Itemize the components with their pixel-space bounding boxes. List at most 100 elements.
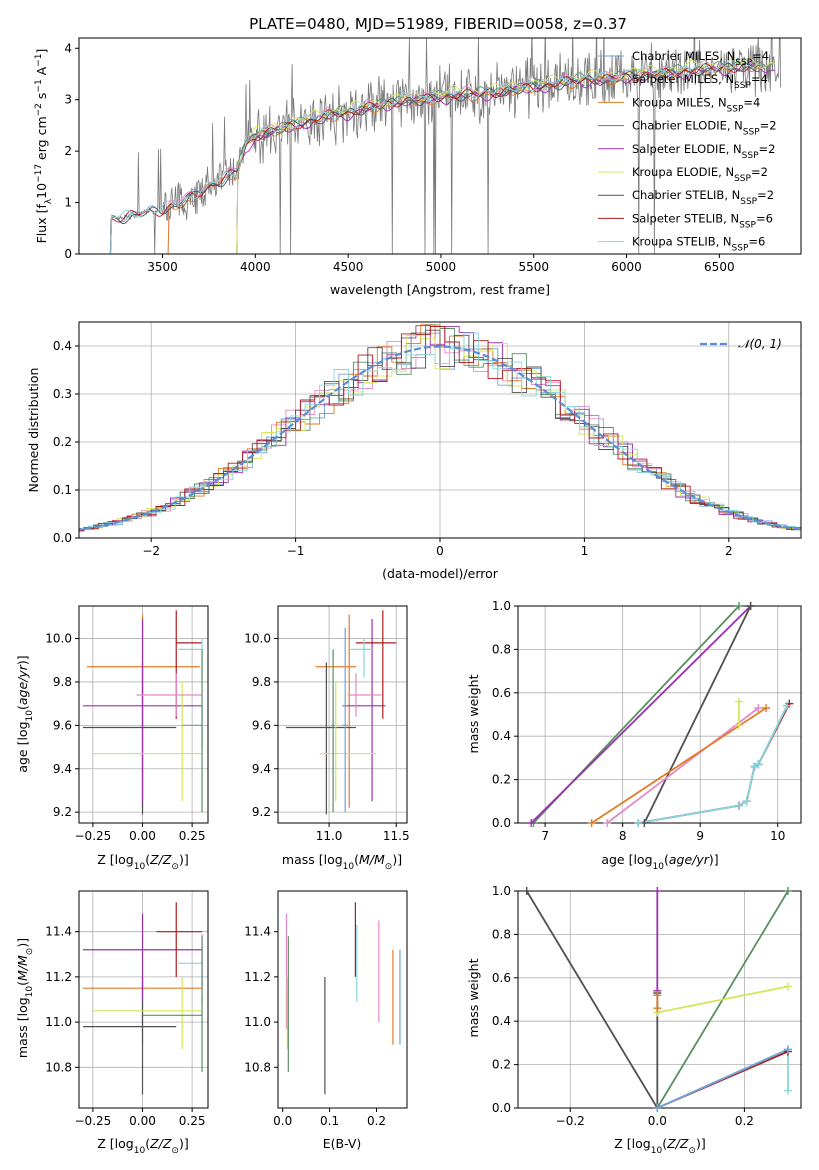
legend-label-salpeter_elodie: Salpeter ELODIE, NSSP=2 bbox=[632, 142, 775, 161]
x-tick-label: 6500 bbox=[704, 260, 735, 274]
y-axis-label: age [log10(age/yr)] bbox=[15, 655, 35, 772]
y-tick-label: 0.3 bbox=[53, 387, 72, 401]
y-tick-label: 10.8 bbox=[244, 1060, 271, 1074]
y-tick-label: 2 bbox=[64, 144, 72, 158]
data-spectrum-line bbox=[108, 38, 781, 254]
y-axis-label: mass weight bbox=[466, 958, 481, 1037]
y-axis-label: mass weight bbox=[466, 674, 481, 753]
x-axis-label: E(B-V) bbox=[323, 1136, 362, 1151]
x-tick-label: 0.2 bbox=[735, 1114, 754, 1128]
y-tick-label: 1.0 bbox=[492, 599, 511, 613]
x-tick-label: 4000 bbox=[240, 260, 271, 274]
x-tick-label: 0.2 bbox=[367, 1114, 386, 1128]
weight-marker-chabrier_stelib bbox=[522, 887, 531, 895]
x-tick-label: 0.0 bbox=[648, 1114, 667, 1128]
y-tick-label: 4 bbox=[64, 41, 72, 55]
y-tick-label: 0.6 bbox=[492, 971, 511, 985]
weight-marker-kroupa_stelib bbox=[634, 819, 643, 827]
y-tick-label: 11.4 bbox=[244, 925, 271, 939]
legend-label-salpeter_miles: Salpeter MILES, NSSP=4 bbox=[632, 72, 768, 91]
plot-area bbox=[79, 324, 801, 532]
y-tick-label: 10.0 bbox=[45, 632, 72, 646]
y-tick-label: 9.8 bbox=[252, 675, 271, 689]
y-tick-label: 0 bbox=[64, 247, 72, 261]
x-tick-label: −1 bbox=[287, 544, 305, 558]
x-tick-label: −0.25 bbox=[75, 829, 112, 843]
weight-marker-kroupa_miles bbox=[653, 991, 662, 1000]
weight-marker-salpeter_miles bbox=[603, 819, 612, 827]
panel-mass_vs_ebv: 0.0 0.1 0.2 10.8 11.0 11.2 11.4 E(B-V) bbox=[244, 890, 408, 1151]
y-tick-label: 0.4 bbox=[53, 339, 72, 353]
weight-line-chabrier_miles bbox=[656, 1048, 789, 1108]
y-tick-label: 11.2 bbox=[244, 970, 271, 984]
legend-label-kroupa_miles: Kroupa MILES, NSSP=4 bbox=[632, 95, 760, 114]
weight-marker-kroupa_elodie bbox=[734, 697, 743, 706]
y-tick-label: 11.0 bbox=[244, 1015, 271, 1029]
y-axis-label: Flux [fλ10−17 erg cm−2 s−1 A−1] bbox=[34, 49, 54, 244]
weight-marker-chabrier_stelib bbox=[746, 602, 755, 610]
x-tick-label: 9 bbox=[696, 829, 704, 843]
legend-label-kroupa_stelib: Kroupa STELIB, NSSP=6 bbox=[632, 235, 765, 254]
panel-age_vs_z: −0.25 0.00 0.25 9.2 9.4 9.6 9.8 10.0 Z [log10(Z/… bbox=[15, 605, 209, 872]
plot-area bbox=[286, 610, 397, 815]
panel-age_vs_mass: 11.0 11.5 9.2 9.4 9.6 9.8 10.0 mass [log10(M/M⊙… bbox=[244, 605, 410, 872]
weight-line-salpeter_elodie bbox=[530, 606, 752, 823]
x-tick-label: 5000 bbox=[426, 260, 457, 274]
y-tick-label: 9.2 bbox=[252, 805, 271, 819]
weight-marker-chabrier_miles bbox=[783, 1045, 792, 1054]
x-axis-label: Z [log10(Z/Z⊙)] bbox=[614, 1136, 705, 1156]
y-tick-label: 0.8 bbox=[492, 927, 511, 941]
weight-marker-kroupa_miles bbox=[762, 703, 771, 712]
weight-marker-salpeter_elodie bbox=[653, 887, 662, 895]
x-axis-label: age [log10(age/yr)] bbox=[601, 852, 718, 872]
x-tick-label: 0.1 bbox=[320, 1114, 339, 1128]
plot-area bbox=[530, 606, 791, 823]
weight-line-salpeter_miles bbox=[606, 707, 759, 823]
y-tick-label: 0.0 bbox=[492, 816, 511, 830]
y-tick-label: 0.4 bbox=[492, 1014, 511, 1028]
x-tick-label: 0 bbox=[436, 544, 444, 558]
model-line-chabrier_stelib bbox=[110, 62, 761, 254]
legend-label-chabrier_miles: Chabrier MILES, NSSP=4 bbox=[632, 49, 769, 68]
x-tick-label: 0.0 bbox=[273, 1114, 292, 1128]
x-tick-label: 5500 bbox=[518, 260, 549, 274]
y-tick-label: 0.6 bbox=[492, 686, 511, 700]
plot-area bbox=[525, 891, 789, 1108]
plot-area bbox=[82, 610, 203, 815]
y-tick-label: 11.4 bbox=[45, 925, 72, 939]
weight-line-kroupa_miles bbox=[591, 707, 767, 823]
x-tick-label: 0.00 bbox=[129, 1114, 156, 1128]
model-line-kroupa_stelib bbox=[110, 58, 760, 254]
x-axis-label: wavelength [Angstrom, rest frame] bbox=[330, 282, 550, 297]
y-tick-label: 11.0 bbox=[45, 1015, 72, 1029]
weight-marker-chabrier_miles bbox=[653, 1104, 662, 1112]
y-tick-label: 9.6 bbox=[53, 718, 72, 732]
legend-label-normal: 𝒩(0, 1) bbox=[738, 337, 782, 351]
legend-label-salpeter_stelib: Salpeter STELIB, NSSP=6 bbox=[632, 211, 773, 230]
x-axis-label: Z [log10(Z/Z⊙)] bbox=[97, 852, 188, 872]
weight-marker-kroupa_miles bbox=[587, 819, 596, 827]
y-tick-label: 9.4 bbox=[53, 762, 72, 776]
weight-marker-salpeter_elodie bbox=[527, 819, 536, 827]
weight-line-kroupa_stelib bbox=[638, 705, 788, 823]
axes-frame bbox=[517, 890, 802, 1109]
weight-line-chabrier_stelib bbox=[643, 606, 752, 823]
panel-age_weights: 7 8 9 10 0.0 0.2 0.4 0.6 0.8 1.0 age [log10(age/yr… bbox=[466, 599, 802, 872]
hist-kroupa_stelib bbox=[79, 332, 801, 530]
x-tick-label: 0.25 bbox=[179, 1114, 206, 1128]
y-tick-label: 0.2 bbox=[492, 1058, 511, 1072]
x-tick-label: 7 bbox=[541, 829, 549, 843]
y-tick-label: 9.6 bbox=[252, 718, 271, 732]
y-tick-label: 0.2 bbox=[53, 435, 72, 449]
y-tick-label: 1 bbox=[64, 196, 72, 210]
y-tick-label: 3 bbox=[64, 93, 72, 107]
x-tick-label: 11.5 bbox=[383, 829, 410, 843]
weight-marker-kroupa_elodie bbox=[734, 721, 743, 730]
y-tick-label: 0.8 bbox=[492, 642, 511, 656]
hist-salpeter_miles bbox=[79, 341, 801, 531]
x-axis-label: mass [log10(M/M⊙)] bbox=[282, 852, 402, 872]
y-tick-label: 10.8 bbox=[45, 1060, 72, 1074]
panel-z_weights: −0.2 0.0 0.2 0.0 0.2 0.4 0.6 0.8 1.0 Z [log10(Z/Z… bbox=[466, 884, 802, 1156]
legend-label-kroupa_elodie: Kroupa ELODIE, NSSP=2 bbox=[632, 165, 768, 184]
plot-area bbox=[108, 38, 781, 254]
